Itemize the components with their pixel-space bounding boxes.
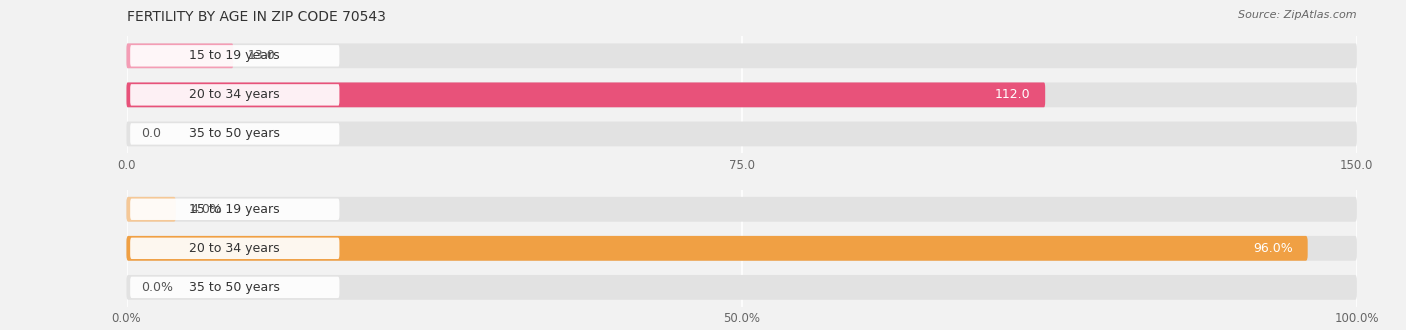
Text: 20 to 34 years: 20 to 34 years [190,88,280,101]
FancyBboxPatch shape [127,82,1045,107]
FancyBboxPatch shape [127,82,1357,107]
Text: 0.0%: 0.0% [141,281,173,294]
FancyBboxPatch shape [131,45,339,67]
FancyBboxPatch shape [127,44,1357,68]
Text: Source: ZipAtlas.com: Source: ZipAtlas.com [1239,10,1357,20]
Text: 15 to 19 years: 15 to 19 years [190,49,280,62]
Text: 13.0: 13.0 [247,49,276,62]
FancyBboxPatch shape [131,199,339,220]
FancyBboxPatch shape [127,197,176,222]
Text: 35 to 50 years: 35 to 50 years [190,281,280,294]
FancyBboxPatch shape [127,197,1357,222]
FancyBboxPatch shape [127,44,233,68]
FancyBboxPatch shape [127,236,1357,261]
Text: 15 to 19 years: 15 to 19 years [190,203,280,216]
Text: 35 to 50 years: 35 to 50 years [190,127,280,141]
Text: 0.0: 0.0 [141,127,162,141]
FancyBboxPatch shape [131,238,339,259]
Text: 96.0%: 96.0% [1253,242,1294,255]
Text: 112.0: 112.0 [994,88,1031,101]
FancyBboxPatch shape [127,236,1308,261]
Text: 20 to 34 years: 20 to 34 years [190,242,280,255]
Text: 4.0%: 4.0% [191,203,222,216]
FancyBboxPatch shape [131,123,339,145]
FancyBboxPatch shape [127,121,1357,146]
FancyBboxPatch shape [131,277,339,298]
FancyBboxPatch shape [127,275,1357,300]
FancyBboxPatch shape [131,84,339,106]
Text: FERTILITY BY AGE IN ZIP CODE 70543: FERTILITY BY AGE IN ZIP CODE 70543 [127,10,385,24]
